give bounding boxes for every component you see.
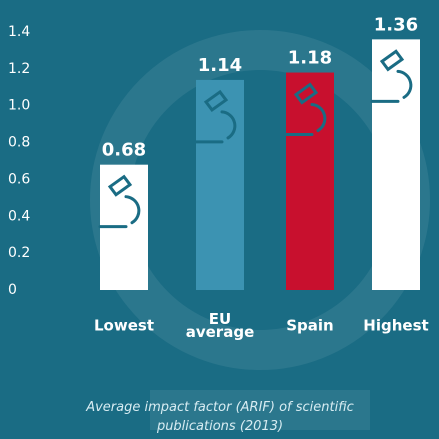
y-tick-label: 0.6 <box>8 171 30 187</box>
x-tick-label: Highest <box>363 316 429 335</box>
value-label: 1.36 <box>374 14 418 35</box>
microscope-curve <box>220 110 237 140</box>
background-microscope <box>90 30 430 430</box>
value-label: 0.68 <box>102 140 146 161</box>
y-tick-label: 0.8 <box>8 135 30 151</box>
x-tick-label: EU average <box>185 310 255 341</box>
y-tick-label: 0 <box>8 282 17 298</box>
microscope-icon <box>194 89 237 144</box>
microscope-curve <box>396 69 413 99</box>
x-tick-label: Lowest <box>94 316 154 335</box>
value-label: 1.18 <box>288 48 332 69</box>
y-tick-label: 0.2 <box>8 245 30 261</box>
microscope-arm <box>379 49 405 72</box>
microscope-arm <box>293 82 319 105</box>
microscope-curve <box>124 195 141 225</box>
microscope-arm <box>107 174 133 197</box>
microscope-icon <box>98 174 141 229</box>
bar <box>196 79 244 291</box>
value-label: 1.14 <box>198 55 242 76</box>
y-tick-label: 0.4 <box>8 208 30 224</box>
microscope-arm <box>203 89 229 112</box>
x-tick-label: Spain <box>286 316 334 335</box>
y-tick-label: 1.2 <box>8 61 30 77</box>
bar <box>286 72 334 291</box>
bar <box>372 39 420 290</box>
y-tick-label: 1.4 <box>8 24 30 40</box>
microscope-icon <box>284 82 327 137</box>
microscope-icon <box>370 49 413 103</box>
y-tick-label: 1.0 <box>8 98 30 114</box>
microscope-curve <box>310 103 327 133</box>
chart-title: Average impact factor (ARIF) of scientif… <box>86 400 354 434</box>
